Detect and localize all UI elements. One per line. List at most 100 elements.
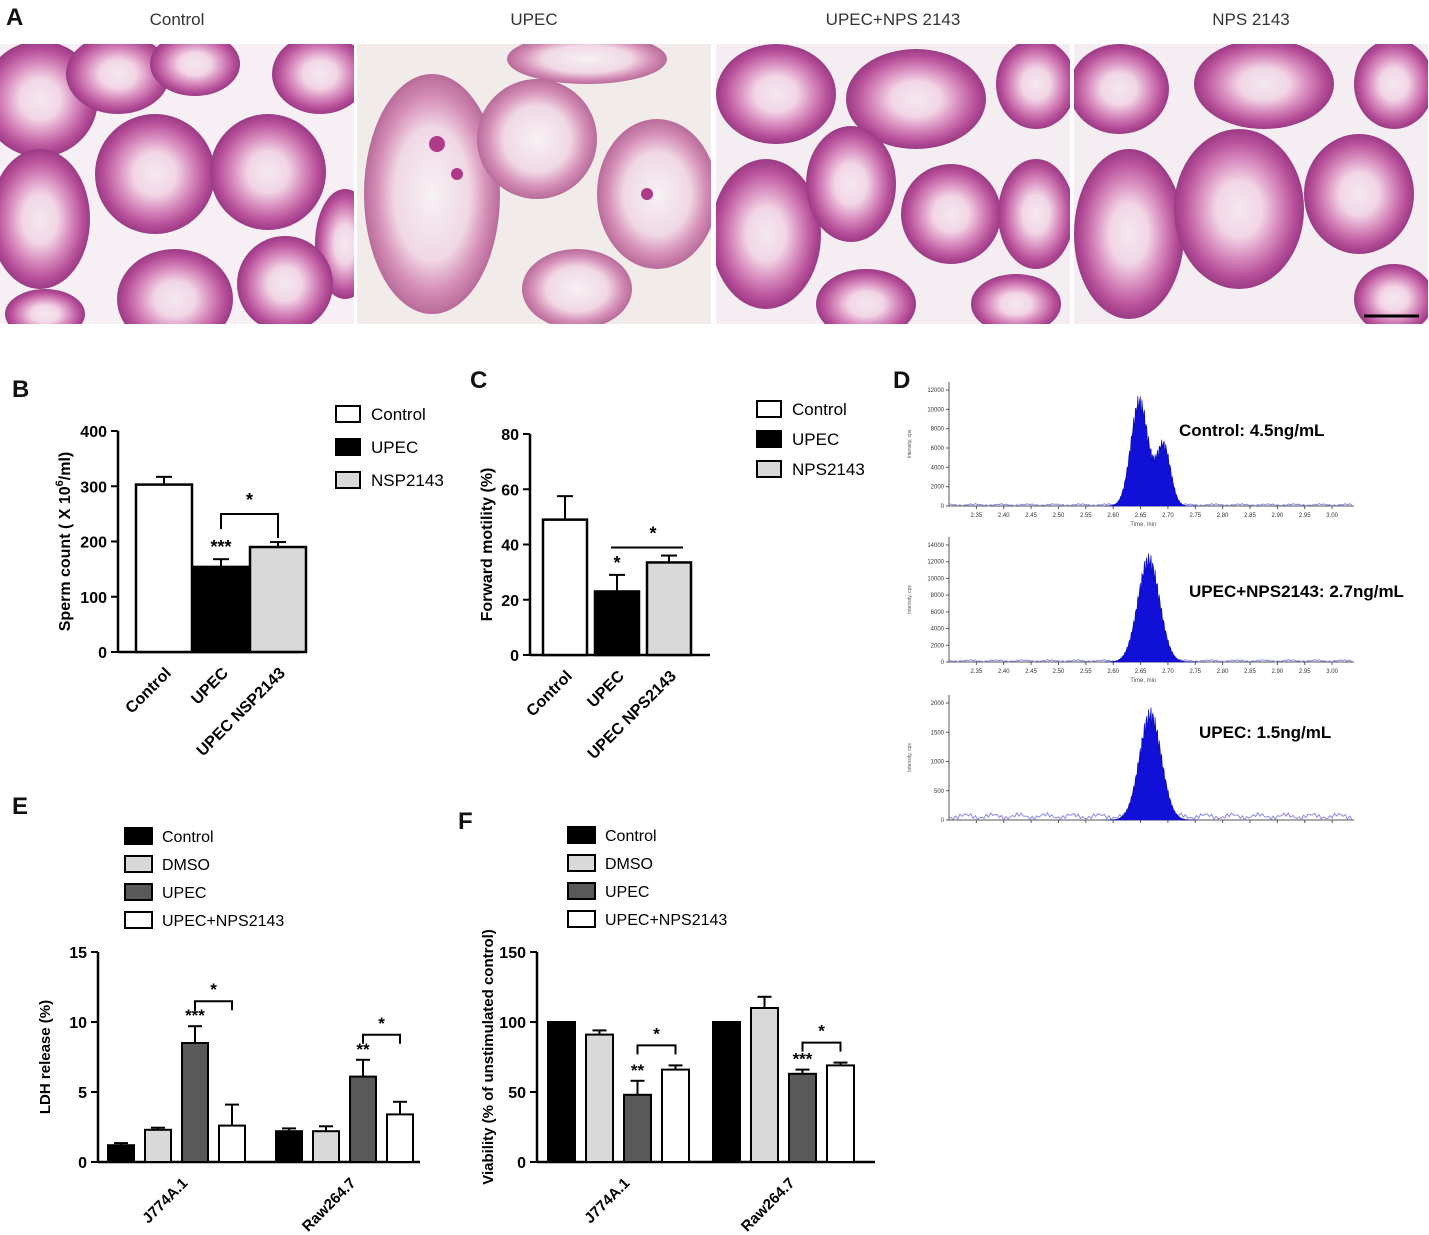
chart-d-1-x-tick-label: 2.50 <box>1053 669 1065 675</box>
chart-d-1-x-tick-label: 2.60 <box>1107 669 1119 675</box>
chart-d-1-concentration-label: UPEC+NPS2143: 2.7ng/mL <box>1189 582 1404 601</box>
micrograph-title-nps2143: NPS 2143 <box>1212 10 1290 29</box>
chart-e-legend-swatch-3 <box>124 911 153 929</box>
chart-c-legend-swatch-2 <box>756 460 782 478</box>
chart-e-legend-label-0: Control <box>162 829 214 846</box>
chart-f-y-axis-title: Viability (% of unstimulated control) <box>480 929 497 1185</box>
chart-e-legend-swatch-2 <box>124 883 153 901</box>
chart-d-1-y-tick-label: 2000 <box>931 643 945 649</box>
chart-d-0-concentration-label: Control: 4.5ng/mL <box>1179 421 1324 440</box>
chart-d-2-y-tick-label: 500 <box>934 789 945 795</box>
micrograph-title-upec-nps2143: UPEC+NPS 2143 <box>825 10 961 29</box>
chart-b-legend-swatch-2 <box>335 471 361 489</box>
chart-e-bar-1-1 <box>312 1130 340 1164</box>
micrograph-title-control: Control <box>149 10 205 29</box>
chart-d-0-y-axis-title: Intensity, cps <box>907 429 913 458</box>
chart-c-x-tick-label-1: UPEC <box>584 667 628 711</box>
chart-c-legend-swatch-1 <box>756 430 782 448</box>
chart-f-legend-swatch-0 <box>567 826 596 844</box>
chart-e-legend-label-3: UPEC+NPS2143 <box>162 913 284 930</box>
panel-b-label: B <box>12 376 30 403</box>
chart-d-0-y-tick-label: 4000 <box>931 465 945 471</box>
micrograph-title-upec: UPEC <box>510 10 558 29</box>
chart-b-legend-label-1: UPEC <box>371 438 418 457</box>
chart-c-y-axis-title: Forward motility (%) <box>479 468 496 622</box>
chart-e-significance-2: ** <box>356 1040 370 1059</box>
chart-e-significance-1: * <box>210 980 217 999</box>
chart-d-0-x-tick-label: 2.40 <box>998 513 1010 519</box>
chart-b-bar-1 <box>191 565 251 654</box>
chart-e-legend-swatch-1 <box>124 855 153 873</box>
chart-d-0-y-tick-label: 10000 <box>927 407 944 413</box>
chart-e-bar-1-3 <box>386 1113 414 1163</box>
panel-d-label: D <box>893 367 911 394</box>
chart-b-x-tick-label-1: UPEC <box>188 664 232 708</box>
chart-d-0-x-tick-label: 2.50 <box>1053 513 1065 519</box>
chart-b-legend-swatch-0 <box>335 405 361 423</box>
chart-d-1-x-axis-title: Time, min <box>1130 678 1156 684</box>
chart-e-significance-0: *** <box>185 1006 205 1025</box>
chart-c-y-tick-label: 80 <box>501 427 519 444</box>
chart-f-legend-label-2: UPEC <box>605 884 649 901</box>
chart-d-1-x-tick-label: 2.85 <box>1244 669 1256 675</box>
chart-d-2-y-tick-label: 1000 <box>931 760 945 766</box>
chart-d-0-x-tick-label: 2.75 <box>1189 513 1201 519</box>
chart-f-significance-bracket-1 <box>801 1041 842 1052</box>
chart-d-0-y-tick-label: 12000 <box>927 388 944 394</box>
chart-e-y-tick-label: 15 <box>69 945 87 962</box>
chart-e-bar-1-0 <box>275 1130 303 1164</box>
chart-e-bar-0-3 <box>218 1124 246 1164</box>
chart-b-bar-0 <box>134 483 194 654</box>
chart-b-legend-label-0: Control <box>371 405 426 424</box>
panel-f-label: F <box>458 808 473 835</box>
chart-d-1-y-tick-label: 4000 <box>931 627 945 633</box>
chart-d-2-concentration-label: UPEC: 1.5ng/mL <box>1199 723 1331 742</box>
chart-d-0-x-tick-label: 2.95 <box>1299 513 1311 519</box>
chart-f-legend-label-0: Control <box>605 828 657 845</box>
chart-f-significance-1: * <box>653 1024 660 1043</box>
micrograph-control <box>0 44 354 324</box>
chart-b-x-tick-label-0: Control <box>123 665 175 717</box>
chart-f-y-tick-label: 150 <box>499 945 526 962</box>
chart-f-significance-3: * <box>818 1022 825 1041</box>
chart-d-1-y-tick-label: 6000 <box>931 610 945 616</box>
chart-d-1-x-tick-label: 2.95 <box>1299 669 1311 675</box>
chart-e-y-tick-label: 10 <box>69 1015 87 1032</box>
chart-d-0-x-tick-label: 2.45 <box>1025 513 1037 519</box>
chart-d-0-peak <box>1105 395 1198 507</box>
chart-d-0-x-tick-label: 2.60 <box>1107 513 1119 519</box>
chart-d-1-x-tick-label: 2.55 <box>1080 669 1092 675</box>
chart-e-bar-1-2 <box>349 1075 377 1164</box>
chart-e-bar-0-1 <box>144 1128 172 1163</box>
chart-f-bar-0-3 <box>661 1068 690 1164</box>
micrograph-nps2143 <box>1074 44 1428 324</box>
chart-f-bar-1-2 <box>788 1072 817 1163</box>
chart-d-1-x-tick-label: 2.90 <box>1272 669 1284 675</box>
chart-e-significance-bracket-1 <box>362 1033 401 1044</box>
chart-d-1-peak <box>1105 553 1198 663</box>
chart-c-y-tick-label: 20 <box>501 593 519 610</box>
chart-c-legend-label-1: UPEC <box>792 430 839 449</box>
chart-d-1-x-tick-label: 2.80 <box>1217 669 1229 675</box>
chart-f-x-tick-label-0: J774A.1 <box>581 1175 633 1227</box>
chart-d-1-x-tick-label: 2.75 <box>1189 669 1201 675</box>
chart-c-x-tick-label-2: UPEC NPS2143 <box>585 668 680 763</box>
chart-d-1-y-tick-label: 10000 <box>927 576 944 582</box>
chart-d-0-y-tick-label: 0 <box>941 504 945 510</box>
chart-d-0-y-tick-label: 8000 <box>931 427 945 433</box>
micrograph-upec <box>357 44 711 324</box>
chart-d-1-y-tick-label: 12000 <box>927 560 944 566</box>
chart-d-1-x-tick-label: 2.65 <box>1135 669 1147 675</box>
chart-d-1-x-tick-label: 2.45 <box>1025 669 1037 675</box>
chart-e-x-tick-label-1: Raw264.7 <box>299 1175 359 1235</box>
chart-d-1-x-tick-label: 3.00 <box>1326 669 1338 675</box>
chart-d-1-y-tick-label: 0 <box>941 660 945 666</box>
chart-f-significance-bracket-0 <box>636 1044 677 1055</box>
chart-e-legend-label-2: UPEC <box>162 885 206 902</box>
chart-e-y-tick-label: 0 <box>78 1155 87 1172</box>
panel-a-label: A <box>6 4 24 31</box>
chart-c-x-tick-label-0: Control <box>524 668 576 720</box>
chart-b-y-tick-label: 200 <box>80 535 107 552</box>
chart-c-y-tick-label: 0 <box>510 648 519 665</box>
